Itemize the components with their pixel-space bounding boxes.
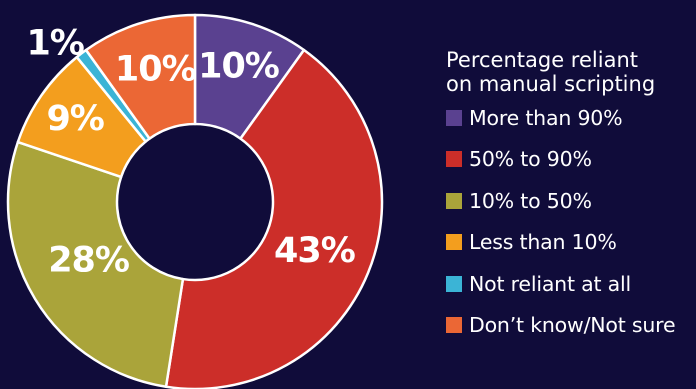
legend-label: Not reliant at all <box>469 271 631 296</box>
donut-slices <box>6 13 384 389</box>
legend-label: 10% to 50% <box>469 188 592 213</box>
slice-50-to-90 <box>164 48 384 389</box>
slice-don-t-know-not-sure <box>84 13 197 140</box>
legend-items: More than 90% 50% to 90% 10% to 50% Less th… <box>446 102 696 341</box>
legend-swatch <box>446 192 462 209</box>
legend-item-more-than-90: More than 90% <box>446 102 696 133</box>
legend-item-10-to-50: 10% to 50% <box>446 185 696 216</box>
legend-swatch <box>446 275 462 292</box>
legend-label: Less than 10% <box>469 230 617 254</box>
legend: Percentage reliant on manual scripting M… <box>446 48 696 351</box>
legend-swatch <box>446 109 462 126</box>
slice-10-to-50 <box>6 140 185 388</box>
slice-label-10-to-50: 28% <box>48 241 129 281</box>
slice-label-50-to-90: 43% <box>274 231 355 271</box>
legend-label: Don’t know/Not sure <box>469 313 676 337</box>
legend-title-line-2: on manual scripting <box>446 72 656 96</box>
legend-item-don-t-know-not-sure: Don’t know/Not sure <box>446 310 696 341</box>
slice-label-less-than-10: 9% <box>46 99 103 139</box>
slice-label-not-reliant-at-all: 1% <box>26 24 83 64</box>
donut-slice-labels: 10% 43% 28% 9% 1% 10% <box>26 24 355 281</box>
slice-label-don-t-know-not-sure: 10% <box>115 49 196 89</box>
legend-title-line-1: Percentage reliant <box>446 48 638 72</box>
legend-swatch <box>446 317 462 333</box>
legend-swatch <box>446 151 462 167</box>
legend-swatch <box>446 234 462 250</box>
legend-label: 50% to 90% <box>469 147 592 171</box>
legend-label: More than 90% <box>469 105 623 130</box>
legend-item-less-than-10: Less than 10% <box>446 227 696 258</box>
legend-item-50-to-90: 50% to 90% <box>446 144 696 175</box>
legend-item-not-reliant-at-all: Not reliant at all <box>446 268 696 299</box>
legend-title: Percentage reliant on manual scripting <box>446 48 696 96</box>
slice-label-more-than-90: 10% <box>198 47 279 87</box>
